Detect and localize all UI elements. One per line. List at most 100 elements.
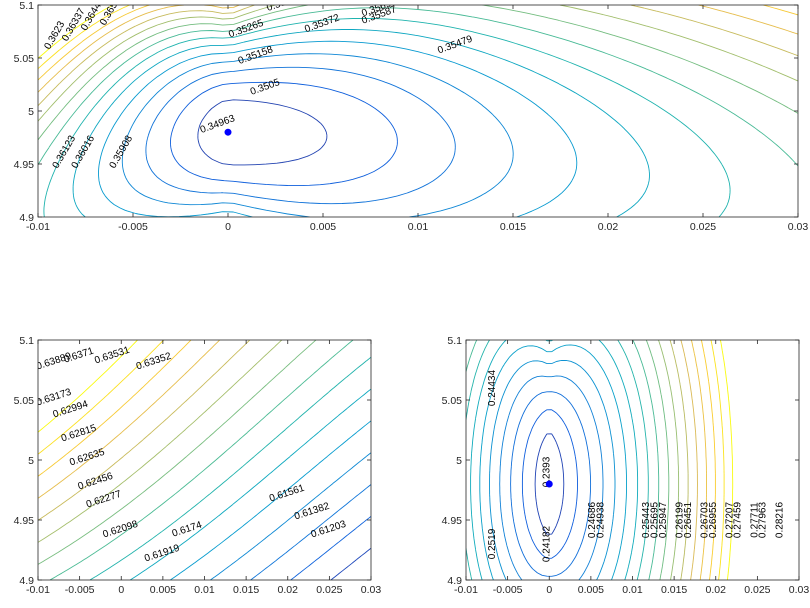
y-tick-label: 4.95 (442, 515, 463, 527)
contour-line (710, 340, 725, 580)
x-tick-label: 0.005 (150, 584, 176, 596)
y-tick-label: 4.95 (14, 159, 35, 171)
contour-line (489, 359, 616, 580)
contour-label: 0.62635 (68, 447, 106, 469)
x-tick-label: 0.02 (706, 584, 727, 596)
contour-line (700, 340, 716, 580)
x-tick-label: -0.01 (26, 584, 50, 596)
y-tick-label: 4.9 (447, 575, 462, 587)
y-tick-label: 4.95 (14, 515, 35, 527)
y-tick-label: 4.9 (19, 212, 34, 224)
contour-label: 0.27963 (758, 501, 769, 538)
contour-label: 0.61561 (268, 483, 306, 505)
contour-line (49, 340, 354, 580)
x-tick-label: -0.01 (454, 584, 478, 596)
contour-line (197, 99, 328, 166)
contour-label: 0.25947 (658, 501, 669, 538)
contour-label: 0.26199 (674, 501, 685, 538)
y-tick-label: 5 (28, 106, 34, 118)
x-tick-label: 0.015 (661, 584, 687, 596)
contour-label: 0.63352 (135, 351, 173, 373)
contour-label: 0.36552 (98, 0, 126, 27)
contour-label: 0.63531 (93, 345, 131, 367)
contour-line (690, 340, 707, 580)
x-tick-label: 0.03 (789, 584, 810, 596)
x-tick-label: 0.025 (316, 584, 342, 596)
x-tick-label: 0.02 (598, 221, 619, 233)
contour-label: 0.6174 (171, 520, 204, 540)
contour-line (534, 433, 565, 535)
x-tick-label: 0.005 (310, 221, 336, 233)
contour-line (121, 53, 514, 217)
contour-line (38, 340, 317, 565)
contour-line (89, 356, 371, 580)
contour-label: 0.62815 (60, 423, 98, 445)
contour-label: 0.61382 (293, 501, 331, 523)
contour-label: 0.62456 (77, 471, 115, 493)
x-tick-label: -0.005 (493, 584, 523, 596)
contour-label: 0.2393 (541, 456, 552, 487)
contour-line (38, 5, 798, 141)
x-tick-label: 0.01 (622, 584, 643, 596)
contour-line (98, 40, 578, 217)
contour-lines (38, 340, 371, 580)
contour-line (38, 5, 798, 93)
contour-lines (466, 340, 734, 580)
contour-label: 0.27711 (749, 502, 760, 538)
contour-line (43, 17, 731, 217)
contour-line (170, 81, 398, 187)
x-tick-label: 0.03 (788, 221, 809, 233)
contour-label: 0.26955 (708, 501, 719, 538)
contour-line (645, 340, 670, 580)
x-tick-label: 0.015 (233, 584, 259, 596)
axes-box (37, 4, 799, 218)
y-tick-label: 5.05 (14, 53, 35, 65)
y-tick-label: 5.1 (19, 335, 34, 347)
y-tick-label: 5 (28, 455, 34, 467)
contour-label: 0.35265 (227, 18, 265, 41)
contour-line (499, 375, 604, 580)
contour-line (479, 344, 627, 580)
x-tick-label: 0.01 (408, 221, 429, 233)
contour-label: 0.26451 (683, 501, 694, 538)
contour-label: 0.24182 (541, 525, 552, 562)
x-tick-label: 0.01 (194, 584, 215, 596)
contour-label: 0.61919 (143, 543, 181, 565)
contour-label: 0.2519 (487, 528, 498, 559)
contour-label: 0.35372 (303, 12, 341, 35)
contour-line (521, 409, 578, 559)
contour-line (510, 391, 592, 577)
contour-label: 0.25443 (641, 501, 652, 538)
y-tick-label: 5.1 (19, 0, 34, 12)
contour-line (470, 340, 639, 580)
contour-line (210, 452, 371, 580)
contour-line (38, 340, 192, 477)
contour-label: 0.28216 (774, 501, 785, 538)
contour-line (38, 340, 165, 455)
contour-line (669, 340, 689, 580)
y-tick-label: 5.1 (447, 335, 462, 347)
contour-label: 0.3505 (249, 77, 282, 98)
contour-lines (38, 5, 798, 217)
x-tick-label: -0.005 (65, 584, 95, 596)
contour-line (72, 29, 650, 217)
x-tick-label: 0.025 (690, 221, 716, 233)
contour-label: 0.27459 (733, 501, 744, 538)
contour-label: 0.27207 (724, 501, 735, 538)
contour-label: 0.24938 (595, 501, 606, 538)
contour-label: 0.24686 (587, 501, 598, 538)
contour-label: 0.35158 (237, 44, 275, 67)
contour-line (145, 66, 456, 205)
x-tick-label: 0.005 (578, 584, 604, 596)
x-tick-label: 0 (225, 221, 231, 233)
y-tick-label: 5 (456, 455, 462, 467)
contour-line (38, 340, 251, 521)
contour-line (38, 5, 798, 122)
x-tick-label: 0.03 (361, 584, 382, 596)
